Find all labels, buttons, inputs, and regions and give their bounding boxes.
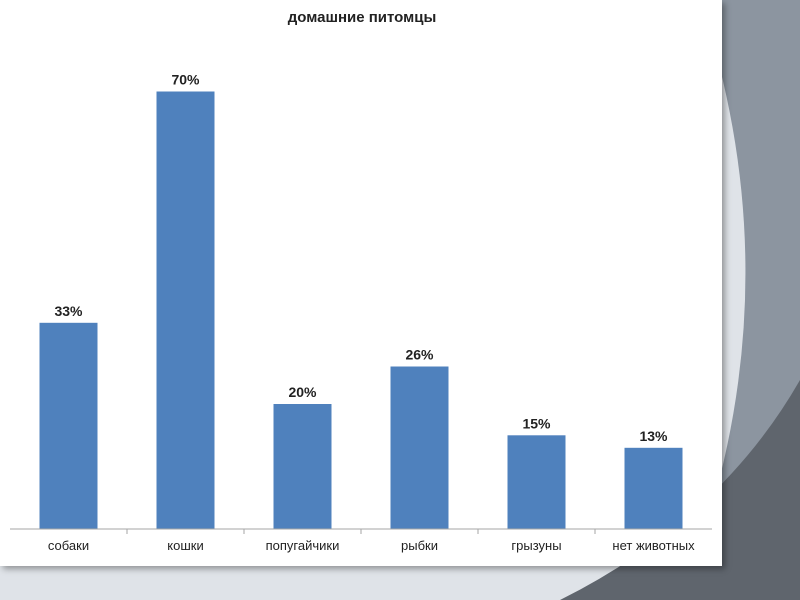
- bar-3: [273, 404, 332, 529]
- data-label-5: 15%: [522, 415, 551, 431]
- x-tick-label-4: рыбки: [401, 538, 438, 553]
- bar-4: [390, 366, 449, 529]
- chart-panel: домашние питомцы 33% 70% 20% 26% 15% 13% соба…: [0, 0, 722, 566]
- data-label-6: 13%: [639, 428, 668, 444]
- background-dark-corner: [560, 380, 800, 600]
- data-label-4: 26%: [405, 347, 434, 363]
- bar-2: [156, 91, 215, 529]
- bar-chart: домашние питомцы 33% 70% 20% 26% 15% 13% соба…: [10, 9, 712, 553]
- x-tick-label-5: грызуны: [511, 538, 561, 553]
- x-tick-label-6: нет животных: [612, 538, 695, 553]
- data-label-3: 20%: [288, 384, 317, 400]
- x-tick-label-2: кошки: [167, 538, 203, 553]
- chart-title: домашние питомцы: [288, 9, 437, 26]
- x-tick-label-3: попугайчики: [266, 538, 340, 553]
- data-label-2: 70%: [171, 72, 200, 88]
- x-tick-label-1: собаки: [48, 538, 89, 553]
- bar-1: [39, 322, 98, 530]
- bar-6: [624, 447, 683, 530]
- bar-5: [507, 435, 566, 530]
- data-label-1: 33%: [54, 303, 83, 319]
- bars-layer: [39, 91, 683, 530]
- x-tick-labels-layer: собаки кошки попугайчики рыбки грызуны нет жи…: [48, 529, 695, 553]
- data-labels-layer: 33% 70% 20% 26% 15% 13%: [54, 72, 668, 444]
